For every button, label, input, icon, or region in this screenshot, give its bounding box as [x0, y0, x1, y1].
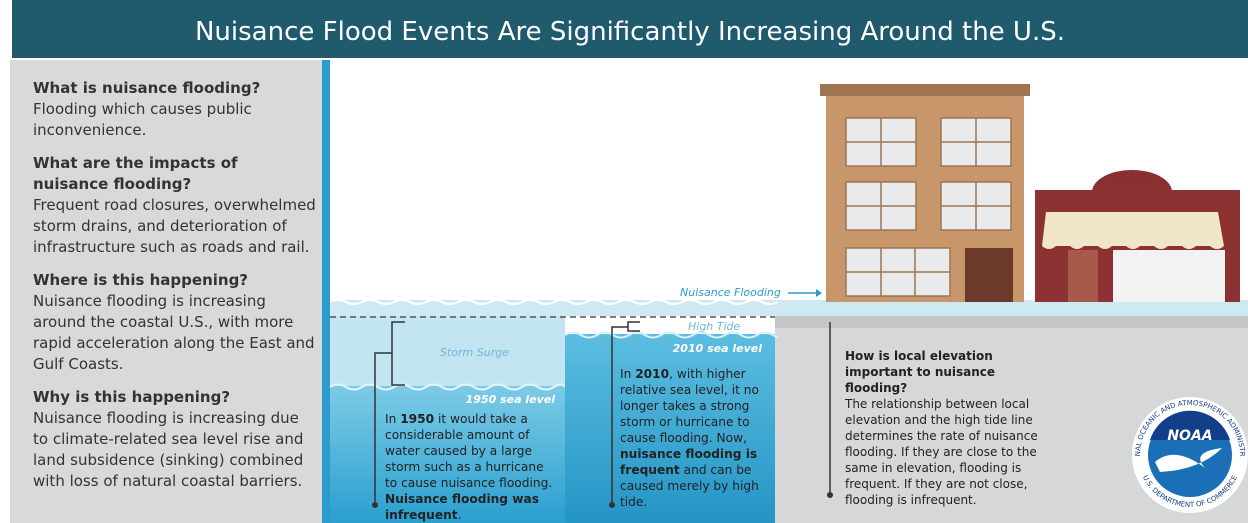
text: 2010 [635, 367, 670, 381]
storm-surge-bracket [374, 321, 405, 505]
storm-surge-label: Storm Surge [440, 346, 509, 359]
high-tide-label: High Tide [688, 320, 741, 333]
panel-1950: In 1950 it would take a considerable amo… [385, 411, 557, 523]
blue-stripe [322, 60, 330, 523]
logo-name: NOAA [1167, 428, 1212, 444]
wave [329, 383, 566, 391]
water-surface [330, 300, 1248, 316]
text: nuisance flooding is frequent [620, 447, 758, 477]
answer: Frequent road closures, overwhelmed stor… [33, 196, 316, 256]
faq-item: Where is this happening? Nuisance floodin… [33, 270, 318, 375]
text: In [620, 367, 636, 381]
ground-top [775, 316, 1248, 328]
title: Nuisance Flood Events Are Significantly … [194, 17, 1065, 47]
faq-item: What is nuisance flooding? Flooding which… [33, 78, 318, 141]
sea-level-1950: 1950 sea level [465, 393, 555, 406]
dot [609, 502, 615, 508]
sea-2010 [565, 334, 775, 523]
shop [1035, 170, 1240, 302]
faq: What is nuisance flooding? Flooding which… [33, 78, 318, 504]
text: it would take a considerable amount of w… [385, 412, 553, 490]
question: How is local elevation important to nuis… [845, 349, 996, 395]
high-tide-bracket [611, 321, 640, 505]
text: In [385, 412, 401, 426]
faq-item: Why is this happening? Nuisance flooding … [33, 387, 318, 492]
elevation: How is local elevation important to nuis… [845, 348, 1040, 508]
dot [827, 492, 833, 498]
wave [564, 331, 779, 339]
arrowhead [816, 289, 822, 297]
question: Why is this happening? [33, 388, 231, 406]
dot [372, 502, 378, 508]
text: and can be caused merely by high tide. [620, 463, 759, 509]
building [820, 84, 1030, 302]
answer: Nuisance flooding is increasing due to c… [33, 409, 304, 490]
left-panel [10, 60, 322, 523]
wave [329, 299, 779, 305]
text: , with higher relative sea level, it no … [620, 367, 759, 445]
text: Nuisance flooding was infrequent [385, 492, 540, 522]
sea-level-2010: 2010 sea level [672, 342, 762, 355]
panel-2010: In 2010, with higher relative sea level,… [620, 366, 772, 510]
title-bar [12, 0, 1248, 58]
question: What are the impacts of nuisance floodin… [33, 154, 238, 193]
storm-surge-water [330, 316, 565, 386]
text: 1950 [400, 412, 435, 426]
answer: The relationship between local elevation… [845, 397, 1038, 507]
question: What is nuisance flooding? [33, 79, 261, 97]
sea-1950 [330, 386, 565, 523]
faq-item: What are the impacts of nuisance floodin… [33, 153, 318, 258]
question: Where is this happening? [33, 271, 249, 289]
nuisance-label: Nuisance Flooding [680, 286, 781, 299]
answer: Nuisance flooding is increasing around t… [33, 292, 315, 373]
answer: Flooding which causes public inconvenien… [33, 100, 252, 139]
text: . [457, 508, 462, 522]
